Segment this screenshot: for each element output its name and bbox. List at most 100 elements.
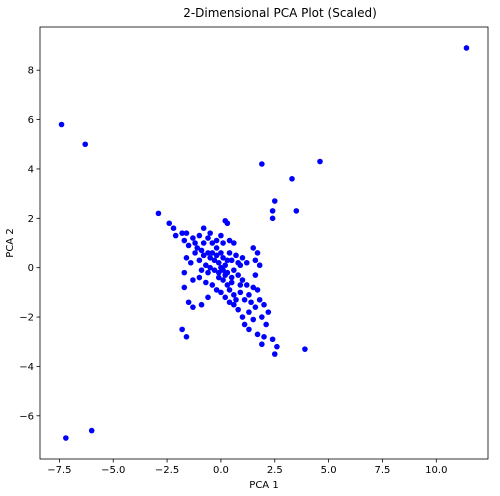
x-tick-label: 0.0	[213, 465, 229, 476]
data-point	[250, 284, 257, 291]
x-tick-label: −7.5	[47, 465, 71, 476]
data-point	[207, 264, 213, 271]
data-point	[243, 282, 250, 288]
y-tick-label: −4	[19, 362, 34, 373]
data-point	[181, 269, 188, 276]
y-tick-label: 4	[28, 164, 34, 175]
data-point	[226, 299, 233, 306]
x-tick-label: 7.5	[375, 465, 391, 476]
data-point	[239, 255, 246, 261]
data-point	[261, 334, 267, 340]
data-point	[63, 435, 69, 441]
data-point	[192, 240, 198, 246]
data-point	[198, 301, 205, 308]
data-point	[256, 296, 263, 303]
x-axis: −7.5 −5.0 −2.5 0.0 2.5 5.0 7.5 10.0	[47, 459, 447, 476]
data-point	[235, 259, 241, 266]
data-point	[259, 314, 265, 320]
data-point	[220, 277, 226, 283]
data-point	[200, 240, 207, 246]
data-point	[222, 294, 229, 301]
data-point	[211, 257, 218, 264]
data-point	[183, 230, 190, 236]
data-point	[231, 240, 237, 246]
data-point	[271, 351, 278, 357]
data-point	[218, 250, 224, 256]
data-point	[252, 257, 259, 264]
data-point	[254, 250, 261, 256]
data-point	[226, 287, 233, 293]
data-point	[231, 301, 237, 308]
data-point	[233, 252, 239, 259]
data-point	[205, 250, 211, 256]
data-point	[196, 274, 203, 281]
x-tick-label: −2.5	[155, 465, 179, 476]
data-point	[213, 237, 220, 244]
x-axis-label: PCA 1	[249, 480, 278, 491]
x-tick-label: 2.5	[267, 465, 283, 476]
data-point	[239, 314, 246, 320]
data-point	[218, 232, 224, 239]
y-tick-label: −6	[19, 411, 34, 422]
data-point	[211, 267, 218, 273]
data-point	[259, 161, 265, 167]
data-point	[220, 267, 226, 273]
data-point	[269, 215, 276, 222]
data-point	[252, 272, 259, 278]
y-tick-label: −2	[19, 313, 34, 324]
data-point	[243, 259, 250, 266]
data-point	[88, 427, 95, 434]
data-point	[166, 220, 173, 227]
data-point	[246, 326, 252, 333]
data-point	[233, 296, 239, 303]
data-point	[274, 343, 280, 350]
y-tick-label: 6	[28, 115, 34, 126]
data-point	[183, 334, 190, 340]
data-point	[205, 235, 211, 241]
data-point	[213, 252, 220, 259]
data-point	[317, 158, 323, 165]
data-point	[261, 301, 267, 308]
data-point	[224, 220, 231, 227]
data-point	[235, 272, 241, 278]
data-point	[179, 326, 185, 333]
data-point	[196, 257, 203, 264]
plot-frame	[39, 26, 489, 460]
data-point	[215, 274, 222, 281]
data-point	[218, 289, 224, 296]
data-point	[263, 321, 269, 328]
data-point	[185, 299, 192, 306]
data-point	[246, 309, 252, 315]
data-point	[252, 304, 259, 310]
data-point	[205, 269, 211, 276]
data-point	[271, 198, 278, 204]
data-point	[289, 176, 295, 182]
data-point	[228, 279, 235, 286]
y-axis: −6 −4 −2 0 2 4 6 8	[19, 66, 40, 422]
data-point	[209, 240, 216, 246]
x-tick-label: −5.0	[101, 465, 125, 476]
data-point	[183, 255, 190, 261]
data-point	[224, 269, 231, 276]
data-point	[220, 255, 226, 261]
data-point	[239, 277, 246, 283]
data-point	[269, 336, 276, 343]
data-point	[179, 230, 185, 236]
data-point	[82, 141, 89, 148]
data-point	[205, 294, 211, 301]
scatter-points	[58, 45, 470, 441]
data-point	[226, 250, 233, 256]
y-axis-label: PCA 2	[5, 228, 16, 257]
data-point	[185, 242, 192, 249]
data-point	[190, 277, 196, 283]
data-point	[226, 237, 233, 244]
data-point	[269, 208, 276, 214]
data-point	[237, 282, 244, 288]
data-point	[256, 262, 263, 269]
data-point	[198, 267, 205, 273]
x-tick-label: 10.0	[425, 465, 447, 476]
x-tick-label: 5.0	[321, 465, 337, 476]
data-point	[250, 245, 257, 251]
data-point	[228, 257, 235, 264]
